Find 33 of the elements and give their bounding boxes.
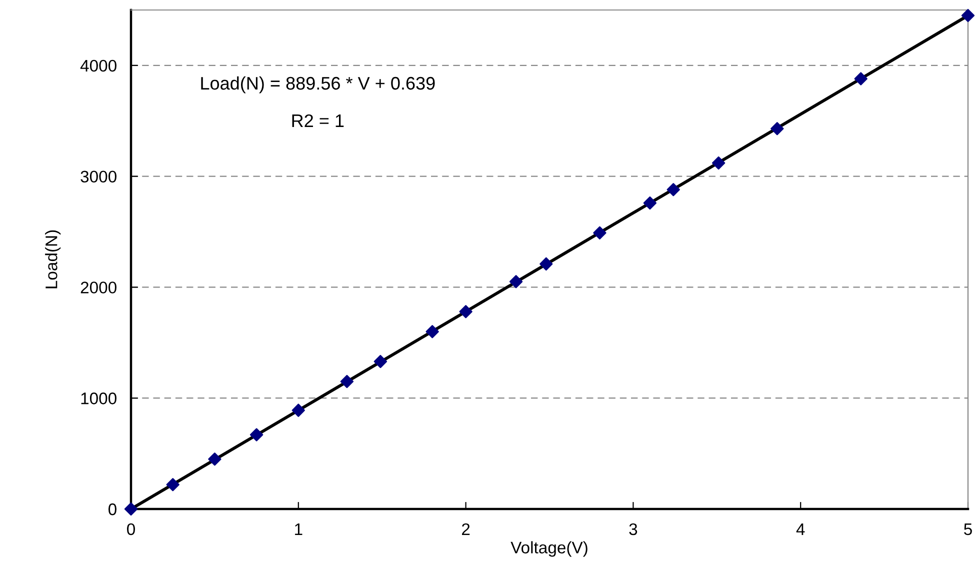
point xyxy=(643,196,657,210)
point xyxy=(854,72,868,86)
point xyxy=(593,226,606,240)
x-tick-label: 2 xyxy=(462,523,470,535)
y-tick-label: 2000 xyxy=(80,282,116,294)
y-tick-label: 3000 xyxy=(80,170,116,183)
point xyxy=(208,452,222,466)
point xyxy=(340,374,354,388)
point xyxy=(124,502,138,516)
point xyxy=(459,305,472,318)
point xyxy=(166,478,180,492)
point xyxy=(374,354,388,368)
point xyxy=(292,404,305,417)
annotation: R2 = 1 xyxy=(292,114,344,127)
y-tick-label: 1000 xyxy=(81,392,116,404)
x-tick-label: 3 xyxy=(629,523,638,536)
point xyxy=(250,428,264,442)
point xyxy=(712,156,726,170)
y-tick-label: 4000 xyxy=(80,60,116,72)
x-tick-label: 1 xyxy=(295,524,302,535)
point xyxy=(961,8,975,22)
x-tick-label: 4 xyxy=(796,524,805,535)
x-tick-label: 0 xyxy=(127,523,135,536)
y-axis-title: Load(N) xyxy=(45,230,61,288)
y-tick-label: 0 xyxy=(108,503,116,516)
annotation: Load(N) = 889.56 * V + 0.639 xyxy=(201,76,435,94)
point xyxy=(509,275,523,288)
point xyxy=(540,257,553,271)
x-axis-title: Voltage(V) xyxy=(510,541,588,557)
point xyxy=(666,183,680,196)
point xyxy=(426,324,439,338)
x-tick-label: 5 xyxy=(964,524,972,536)
point xyxy=(770,122,784,136)
